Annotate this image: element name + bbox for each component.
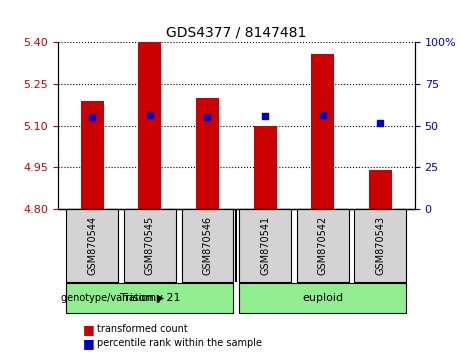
Bar [311, 53, 334, 209]
FancyBboxPatch shape [297, 209, 349, 282]
FancyBboxPatch shape [66, 209, 118, 282]
Bar [254, 126, 277, 209]
Bar [81, 101, 104, 209]
Text: ■: ■ [83, 323, 95, 336]
Text: Trisomy 21: Trisomy 21 [119, 293, 180, 303]
Text: transformed count: transformed count [97, 324, 188, 334]
Text: euploid: euploid [302, 293, 343, 303]
FancyBboxPatch shape [355, 209, 406, 282]
Text: GSM870545: GSM870545 [145, 216, 155, 275]
Title: GDS4377 / 8147481: GDS4377 / 8147481 [166, 26, 307, 40]
Text: ■: ■ [83, 337, 95, 350]
Text: GSM870543: GSM870543 [375, 216, 385, 275]
FancyBboxPatch shape [66, 284, 233, 313]
FancyBboxPatch shape [239, 209, 291, 282]
Bar [138, 42, 161, 209]
Text: percentile rank within the sample: percentile rank within the sample [97, 338, 262, 348]
Text: GSM870544: GSM870544 [87, 216, 97, 275]
Bar [369, 170, 392, 209]
Text: GSM870541: GSM870541 [260, 216, 270, 275]
Text: GSM870546: GSM870546 [202, 216, 213, 275]
Bar [196, 98, 219, 209]
FancyBboxPatch shape [239, 284, 406, 313]
Text: genotype/variation ▶: genotype/variation ▶ [60, 293, 164, 303]
FancyBboxPatch shape [182, 209, 233, 282]
Text: GSM870542: GSM870542 [318, 216, 328, 275]
FancyBboxPatch shape [124, 209, 176, 282]
